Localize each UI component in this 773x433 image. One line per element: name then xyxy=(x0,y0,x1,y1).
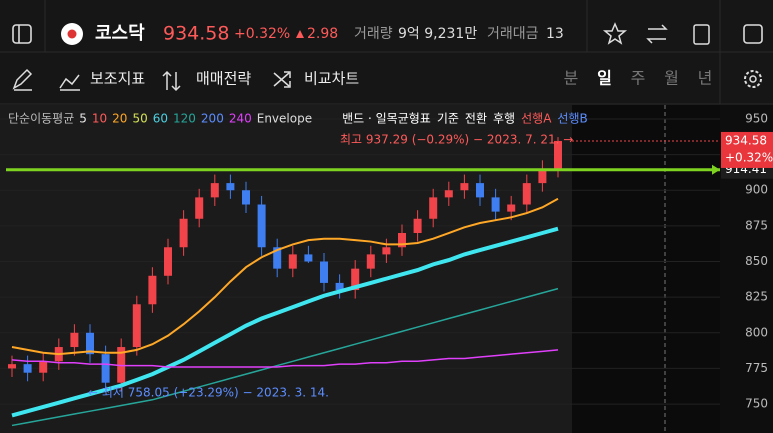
price-region xyxy=(0,105,572,433)
y-tick-label: 750 xyxy=(745,397,768,411)
candle-body xyxy=(413,218,422,234)
turnover-label: 거래대금 xyxy=(487,26,539,42)
price-label: 934.58 xyxy=(725,133,767,147)
candle-body xyxy=(476,183,484,198)
strategy-button[interactable]: 매매전략 xyxy=(196,70,251,88)
period-button[interactable]: 년 xyxy=(698,69,713,88)
legend-item: 10 xyxy=(92,112,107,126)
y-tick-label: 775 xyxy=(745,361,768,375)
legend-item: 50 xyxy=(132,112,147,126)
candle-body xyxy=(351,268,360,291)
legend-item: 60 xyxy=(153,112,168,126)
candle-body xyxy=(460,183,469,191)
y-tick-label: 950 xyxy=(745,111,768,125)
candle-body xyxy=(288,254,297,269)
panel-toggle[interactable] xyxy=(743,24,763,44)
y-tick-label: 875 xyxy=(745,218,768,232)
up-arrow xyxy=(296,30,304,38)
legend-item: 120 xyxy=(173,112,196,126)
legend-item: 선행A xyxy=(521,111,552,126)
candle-body xyxy=(382,247,391,255)
compare-icon xyxy=(273,71,291,88)
candle-body xyxy=(23,364,32,373)
change-pct: +0.32% xyxy=(234,26,290,42)
volume-label: 거래량 xyxy=(354,26,393,42)
index-name: 코스닥 xyxy=(95,23,145,44)
settings-button[interactable] xyxy=(744,70,762,88)
legend-item: 240 xyxy=(229,112,252,126)
y-tick-label: 900 xyxy=(745,183,768,197)
candle-body xyxy=(304,254,313,262)
price: 934.58 xyxy=(163,23,229,45)
candle-body xyxy=(226,183,235,191)
memo-button[interactable] xyxy=(693,24,710,45)
favorite-button[interactable] xyxy=(602,22,628,45)
legend-item: 전환 xyxy=(465,112,487,126)
volume: 9억 9,231만 xyxy=(398,26,477,42)
candle-body xyxy=(444,190,453,198)
candle-body xyxy=(398,233,406,248)
change: 2.98 xyxy=(307,26,338,42)
low-annotation: ← 최저 758.05 (+23.29%) − 2023. 3. 14. xyxy=(88,386,329,400)
period-button[interactable]: 월 xyxy=(664,69,679,88)
candle-body xyxy=(101,354,110,383)
period-button[interactable]: 주 xyxy=(631,69,646,88)
candle-body xyxy=(273,247,282,269)
draw-button[interactable] xyxy=(12,68,33,91)
y-tick-label: 825 xyxy=(745,290,768,304)
candle-body xyxy=(70,332,79,348)
price-change-label: +0.32% xyxy=(725,150,773,164)
candle-body xyxy=(320,261,328,283)
moving-average xyxy=(11,349,559,368)
icon-part xyxy=(749,75,757,83)
candle-body xyxy=(554,140,562,169)
candle-body xyxy=(335,282,344,291)
level-marker xyxy=(712,164,720,175)
moving-average xyxy=(11,197,559,356)
moving-average xyxy=(11,287,559,427)
turnover: 13 xyxy=(546,26,564,42)
candle-body xyxy=(257,204,266,248)
legend-item: 후행 xyxy=(493,111,515,126)
legend-item: 선행B xyxy=(557,111,587,126)
candle-body xyxy=(8,364,16,369)
candle-body xyxy=(366,254,375,269)
high-annotation: 최고 937.29 (−0.29%) − 2023. 7. 21. → xyxy=(340,133,573,147)
legend-item: 5 xyxy=(79,112,87,126)
price-label-bg xyxy=(721,131,773,168)
candle-body xyxy=(179,218,188,248)
candle-body xyxy=(39,361,48,373)
period-button[interactable]: 일 xyxy=(597,69,612,88)
candle-body xyxy=(86,332,94,355)
moving-average xyxy=(11,226,559,418)
candle-body xyxy=(507,204,516,212)
candle-body xyxy=(491,197,500,212)
candle-body xyxy=(132,304,141,348)
sidebar-toggle[interactable] xyxy=(12,24,32,44)
candle-body xyxy=(242,190,250,205)
candle-body xyxy=(429,197,438,219)
indicators-button[interactable]: 보조지표 xyxy=(90,70,145,88)
legend-item: 20 xyxy=(112,112,127,126)
strategy-icon xyxy=(162,70,181,92)
compare-button[interactable]: 비교차트 xyxy=(304,70,359,88)
candle-body xyxy=(164,247,172,276)
candle-body xyxy=(210,183,219,198)
period-button[interactable]: 분 xyxy=(564,69,579,88)
y-tick-label: 850 xyxy=(745,254,768,268)
candle-body xyxy=(148,275,157,305)
y-tick-label: 800 xyxy=(745,325,768,339)
swap-button[interactable] xyxy=(646,24,668,44)
legend-item: 단순이동평균 xyxy=(8,112,74,126)
legend-item: 200 xyxy=(201,112,224,126)
legend-item: Envelope xyxy=(257,112,312,126)
candle-body xyxy=(538,168,547,184)
flag-icon xyxy=(67,29,77,39)
indicator-icon xyxy=(59,74,80,91)
legend-item: 밴드 · 일목균형표 xyxy=(342,112,431,126)
candle-body xyxy=(522,183,531,205)
legend-item: 기준 xyxy=(437,112,459,126)
candle-body xyxy=(195,197,204,219)
